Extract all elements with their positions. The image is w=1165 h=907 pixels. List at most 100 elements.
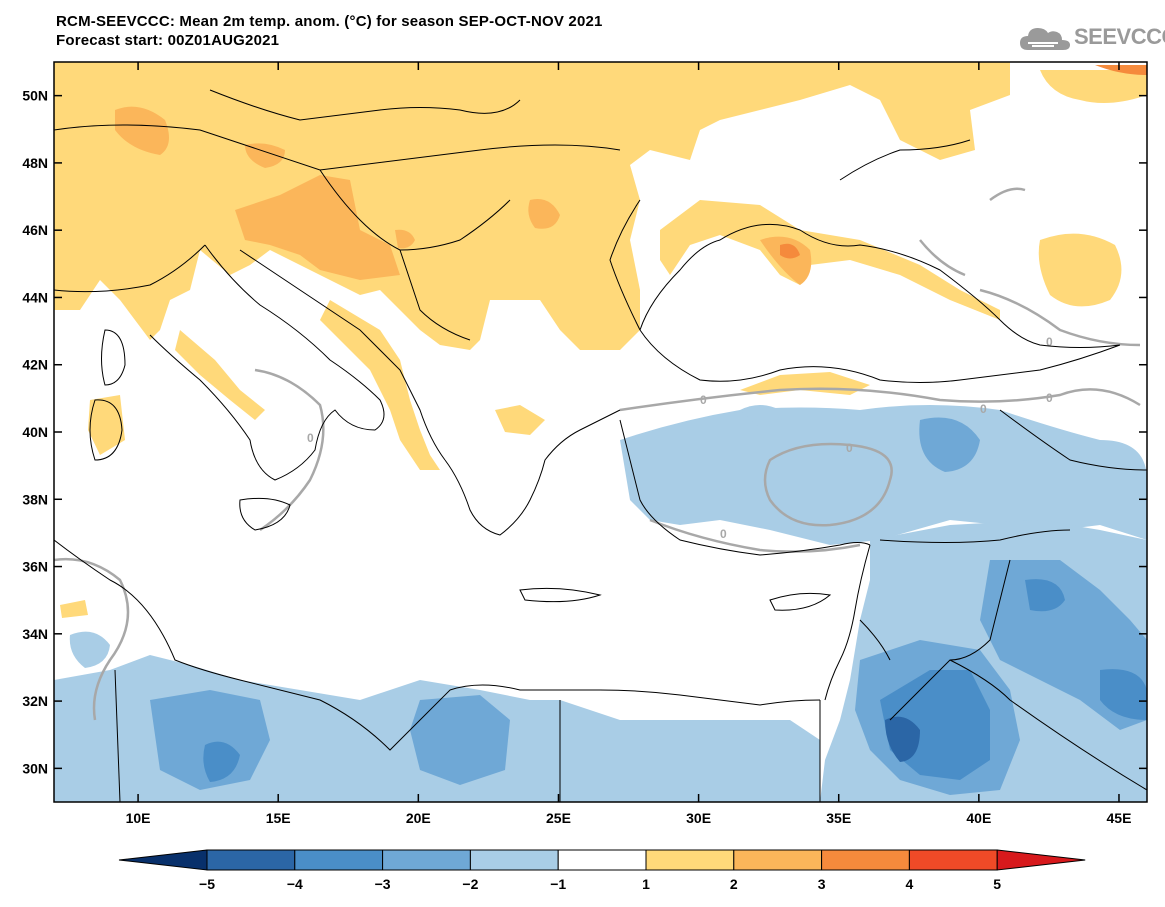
- colorbar-segment-2: [294, 849, 384, 871]
- coast-cyprus: [769, 592, 832, 611]
- colorbar-label-7: 3: [818, 876, 826, 892]
- warm-anomaly-patch-ne: [1095, 65, 1147, 75]
- map-frame-content: 0 0 0 0 0 0 0: [54, 62, 1147, 802]
- colorbar-segment-5: [557, 849, 647, 871]
- warm-anomaly-patch-crimea: [760, 236, 812, 285]
- colorbar-label-6: 2: [730, 876, 738, 892]
- colorbar-segment-6: [645, 849, 735, 871]
- warm-anomaly-greece: [495, 405, 545, 435]
- lat-tick-label-2: 46N: [22, 222, 48, 238]
- zero-contour-ne: [989, 187, 1026, 202]
- warm-anomaly-coast-black-sea: [660, 200, 1000, 320]
- warm-anomaly-adriatic: [320, 300, 440, 470]
- contour-label-6: 0: [980, 402, 987, 416]
- latitude-axis: 50N 48N 46N 44N 42N 40N 38N 36N 34N 32N 30N: [22, 88, 1147, 776]
- cool-anomaly-patch-east-turkey: [919, 417, 980, 472]
- zero-contour-black-sea: [919, 239, 1141, 347]
- contour-label-4: 0: [307, 431, 314, 445]
- colorbar-label-8: 4: [906, 876, 914, 892]
- colorbar-label-0: −5: [199, 876, 215, 892]
- coast-turkey-south: [619, 419, 871, 556]
- zero-contour-central-turkey: [763, 442, 893, 527]
- colorbar-segment-3: [382, 849, 471, 871]
- warm-anomaly-patch-serbia: [395, 229, 415, 249]
- title-line-1: RCM-SEEVCCC: Mean 2m temp. anom. (°C) fo…: [56, 13, 603, 30]
- coast-ligurian: [54, 244, 206, 293]
- cool-anomaly-patch-libya-2: [410, 695, 510, 785]
- border-6: [839, 139, 971, 181]
- colorbar-segment-0: [118, 849, 208, 871]
- border-11: [114, 669, 821, 802]
- seevccc-logo: SEEVCCC: [1018, 22, 1165, 56]
- warm-anomaly-patch-bohemia: [245, 143, 285, 168]
- warm-anomaly-region-2: [1038, 233, 1122, 307]
- longitude-axis: 10E 15E 20E 25E 30E 35E 40E 45E: [126, 62, 1132, 826]
- lat-tick-label-3: 44N: [22, 289, 48, 305]
- colorbar-segment-8: [821, 849, 910, 871]
- colorbar-label-3: −2: [462, 876, 478, 892]
- zero-contour-italy: [254, 368, 325, 532]
- border-5: [609, 199, 641, 331]
- border-7: [999, 409, 1147, 471]
- warm-anomaly-patch-alps: [235, 175, 400, 280]
- lat-tick-label-1: 48N: [22, 155, 48, 171]
- warm-anomaly-region-3: [1040, 70, 1147, 104]
- title-line-2: Forecast start: 00Z01AUG2021: [56, 32, 280, 49]
- logo-text: SEEVCCC: [1074, 24, 1165, 49]
- zero-contour-turkey: [619, 387, 1141, 412]
- colorbar-label-4: −1: [550, 876, 566, 892]
- warm-anomaly-sardinia: [88, 395, 125, 455]
- border-8: [879, 529, 1071, 543]
- coast-corsica: [101, 329, 126, 386]
- border-4: [399, 249, 471, 341]
- cool-anomaly-region-egypt: [560, 700, 820, 802]
- zero-contour-south-turkey: [649, 518, 861, 553]
- contour-label-2: 0: [846, 441, 853, 455]
- lat-tick-label-9: 32N: [22, 693, 48, 709]
- coast-sicily: [239, 497, 291, 531]
- lat-tick-label-4: 42N: [22, 357, 48, 373]
- contour-label-3: 0: [720, 527, 727, 541]
- lon-tick-label-6: 40E: [966, 810, 991, 826]
- border-10: [949, 659, 1147, 791]
- lat-tick-label-8: 34N: [22, 626, 48, 642]
- colorbar-label-2: −3: [375, 876, 391, 892]
- lat-tick-label-6: 38N: [22, 491, 48, 507]
- colorbar-segment-1: [206, 849, 296, 871]
- lon-tick-label-7: 45E: [1107, 810, 1132, 826]
- lon-tick-label-0: 10E: [126, 810, 151, 826]
- contour-label-5: 0: [1046, 335, 1053, 349]
- colorbar: −5 −4 −3 −2 −1 1 2 3 4 5: [118, 849, 1086, 892]
- cool-anomaly-extreme: [885, 716, 920, 762]
- lat-tick-label-7: 36N: [22, 559, 48, 575]
- colorbar-label-5: 1: [642, 876, 650, 892]
- coastlines: [54, 89, 1147, 802]
- lat-tick-label-10: 30N: [22, 760, 48, 776]
- lat-tick-label-5: 40N: [22, 424, 48, 440]
- coast-italy: [149, 244, 385, 481]
- colorbar-segment-9: [908, 849, 998, 871]
- cloud-icon: [1020, 28, 1070, 50]
- cool-anomaly-core-syria: [1025, 579, 1065, 612]
- lon-tick-label-2: 20E: [406, 810, 431, 826]
- coast-north-africa: [54, 539, 821, 751]
- lat-tick-label-0: 50N: [22, 88, 48, 104]
- lon-tick-label-5: 35E: [826, 810, 851, 826]
- warm-anomaly-italy-coast: [175, 330, 265, 420]
- cool-anomaly-region-tunisia: [69, 631, 110, 668]
- cool-anomaly-core-iraq: [1100, 669, 1147, 720]
- coast-crete: [519, 587, 602, 603]
- cool-anomaly-patch-turkey-west: [740, 405, 780, 428]
- lon-tick-label-3: 25E: [546, 810, 571, 826]
- map-title: RCM-SEEVCCC: Mean 2m temp. anom. (°C) fo…: [56, 12, 603, 50]
- cool-anomaly-region-turkey: [620, 405, 1147, 545]
- colorbar-segment-10: [996, 849, 1086, 871]
- coast-levant: [824, 544, 871, 701]
- warm-anomaly-patch-germany: [115, 106, 169, 155]
- warm-anomaly-patch-crimea-3: [780, 243, 800, 259]
- colorbar-segment-7: [733, 849, 823, 871]
- border-9: [889, 559, 1011, 721]
- zero-contours: [54, 187, 1141, 721]
- lon-tick-label-1: 15E: [266, 810, 291, 826]
